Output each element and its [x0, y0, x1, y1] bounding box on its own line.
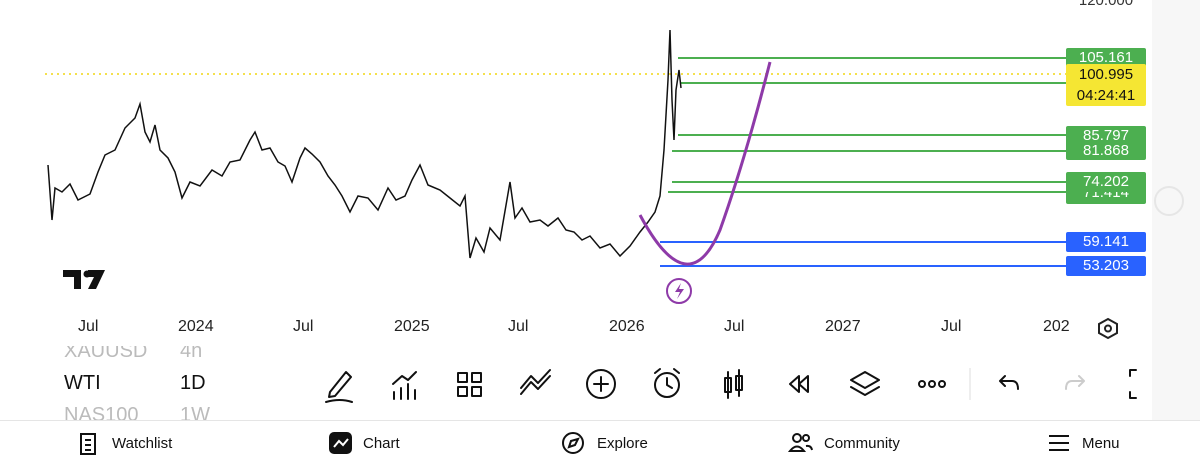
- blue-levels: [660, 241, 1066, 267]
- symbol[interactable]: NAS100: [64, 404, 139, 420]
- candles-tool[interactable]: [724, 369, 743, 399]
- replay-tool[interactable]: [789, 375, 809, 393]
- time-label: Jul: [78, 318, 99, 335]
- watchlist-icon[interactable]: [80, 433, 96, 455]
- time-label: 2026: [609, 318, 645, 335]
- time-label: Jul: [293, 318, 314, 335]
- explore-icon[interactable]: [562, 432, 584, 454]
- current-price-box: 100.995 04:24:41: [1066, 64, 1146, 106]
- nav-item[interactable]: Community: [824, 435, 900, 452]
- green-levels: [668, 57, 1066, 193]
- indicators-tool[interactable]: [392, 371, 417, 400]
- nav-item[interactable]: Menu: [1082, 435, 1120, 452]
- chart-canvas: [45, 29, 1118, 340]
- current-price: 100.995: [1078, 66, 1134, 83]
- toolbar: [325, 368, 1137, 403]
- alert-tool[interactable]: [654, 372, 680, 398]
- level-label: 74.202: [1066, 172, 1146, 192]
- symbol-picker[interactable]: XAUUSD 4h WTI 1D NAS100 1W: [0, 346, 320, 420]
- level-label: 85.797: [1066, 126, 1146, 146]
- objects-tool[interactable]: [850, 371, 880, 396]
- settings-icon-center: [1104, 324, 1112, 333]
- time-label: Jul: [724, 318, 745, 335]
- draw-tool[interactable]: [325, 371, 353, 403]
- level-label: 105.161: [1066, 48, 1146, 68]
- interval[interactable]: 4h: [180, 346, 203, 362]
- compare-tool[interactable]: [520, 369, 551, 395]
- fullscreen-tool[interactable]: [1129, 369, 1137, 399]
- edge-handle[interactable]: [1154, 186, 1184, 216]
- time-label: 202: [1043, 318, 1070, 335]
- chart-pane[interactable]: 120.000 105.161 100.995 04:24:41 85.797 …: [0, 0, 1152, 345]
- add-tool[interactable]: [586, 369, 616, 399]
- community-icon[interactable]: [792, 433, 802, 443]
- nav-divider: [0, 420, 1200, 421]
- nav-item[interactable]: Watchlist: [112, 435, 173, 452]
- redo-tool[interactable]: [1065, 375, 1085, 390]
- event-icon: [675, 283, 684, 299]
- side-edge: [1152, 0, 1200, 420]
- price-axis-top: 120.000: [1078, 0, 1134, 9]
- symbol[interactable]: XAUUSD: [64, 346, 148, 362]
- time-label: Jul: [941, 318, 962, 335]
- time-label: 2027: [825, 318, 861, 335]
- level-label: 81.868: [1066, 142, 1146, 160]
- menu-icon[interactable]: [1049, 435, 1069, 451]
- time-label: 2024: [178, 318, 214, 335]
- nav-item[interactable]: Chart: [363, 435, 400, 452]
- nav-icons: [80, 432, 1069, 455]
- interval[interactable]: 1W: [180, 404, 210, 420]
- settings-icon[interactable]: [1098, 317, 1118, 340]
- level-label: 59.141: [1066, 232, 1146, 252]
- symbol[interactable]: WTI: [64, 372, 101, 394]
- more-tool[interactable]: [918, 380, 926, 388]
- interval[interactable]: 1D: [180, 372, 206, 394]
- drawn-curve: [638, 61, 772, 266]
- level-label: 53.203: [1066, 256, 1146, 276]
- layout-tool[interactable]: [457, 372, 482, 397]
- undo-tool[interactable]: [999, 375, 1019, 390]
- time-label: 2025: [394, 318, 430, 335]
- time-label: Jul: [508, 318, 529, 335]
- logo: [63, 270, 105, 289]
- logo-dot: [83, 270, 91, 278]
- nav-item[interactable]: Explore: [597, 435, 648, 452]
- price-line: [47, 29, 682, 259]
- countdown: 04:24:41: [1076, 87, 1136, 104]
